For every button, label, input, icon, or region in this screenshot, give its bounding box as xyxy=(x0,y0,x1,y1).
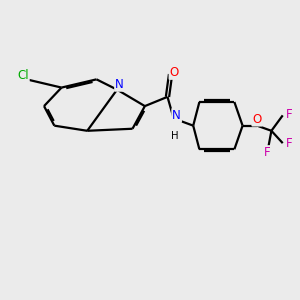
Text: N: N xyxy=(172,109,181,122)
Text: O: O xyxy=(252,112,262,126)
Text: Cl: Cl xyxy=(17,69,29,82)
Text: O: O xyxy=(169,66,179,79)
Text: F: F xyxy=(286,108,292,121)
Text: F: F xyxy=(286,136,292,150)
Text: F: F xyxy=(263,146,270,159)
Text: H: H xyxy=(171,131,178,141)
Text: N: N xyxy=(115,78,124,91)
